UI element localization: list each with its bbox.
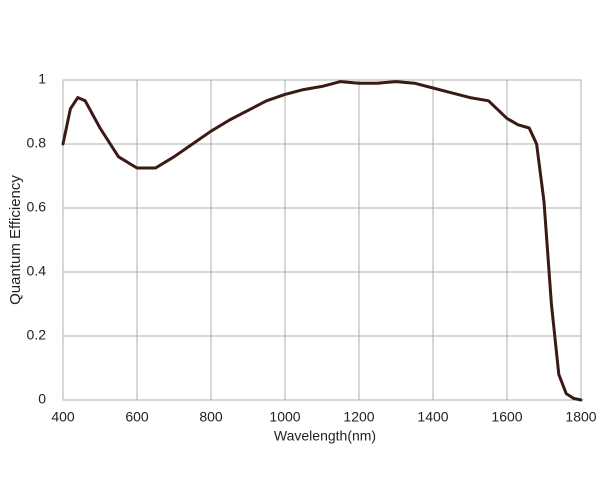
x-tick-label: 1200 [343,409,374,425]
x-tick-label: 1600 [491,409,522,425]
x-tick-label: 600 [125,409,149,425]
y-axis-label: Quantum Efficiency [7,175,24,305]
x-tick-label: 1400 [417,409,448,425]
y-tick-label: 0.2 [27,327,47,343]
x-tick-label: 800 [199,409,223,425]
x-tick-label: 1800 [565,409,596,425]
x-axis-label: Wavelength(nm) [274,428,376,444]
data-line [61,80,583,402]
x-tick-label: 400 [51,409,75,425]
y-tick-label: 0 [38,391,46,407]
y-tick-label: 0.6 [27,199,47,215]
y-tick-label: 1 [38,71,46,87]
y-tick-label: 0.4 [27,263,47,279]
plot-frame [62,79,582,401]
x-tick-label: 1000 [269,409,300,425]
y-tick-label: 0.8 [27,135,47,151]
